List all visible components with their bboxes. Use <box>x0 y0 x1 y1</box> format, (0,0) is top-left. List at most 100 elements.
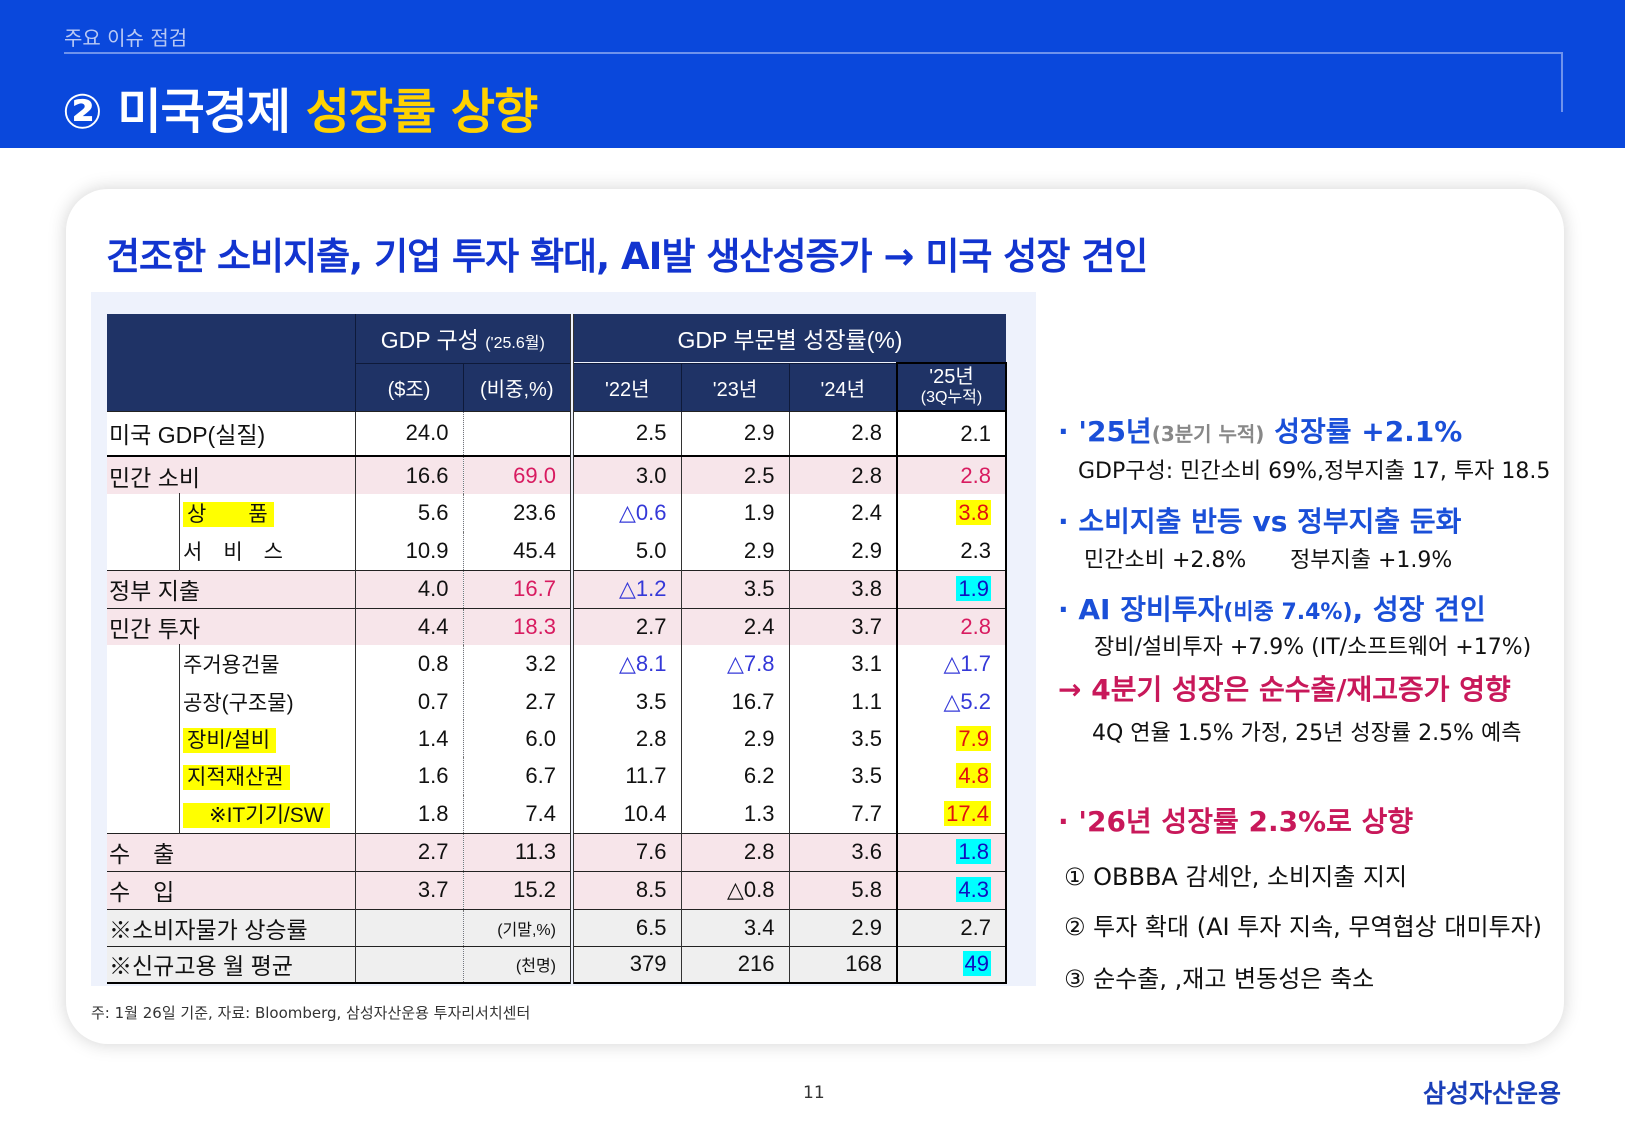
table-cell: 3.5 <box>680 569 789 608</box>
page-title: ② 미국경제 성장률 상향 <box>62 72 539 142</box>
table-cell: 3.4 <box>680 908 789 946</box>
table-cell: (천명) <box>462 945 572 984</box>
table-row: 장비/설비 1.4 6.0 2.8 2.9 3.5 7.9 <box>107 719 1007 758</box>
table-cell: 379 <box>570 945 681 984</box>
header-band: 주요 이슈 점검 ② 미국경제 성장률 상향 <box>0 0 1625 148</box>
header-divider-vertical <box>1561 52 1563 112</box>
table-cell <box>354 908 463 946</box>
table-cell: 2.1 <box>896 410 1007 457</box>
table-cell: 7.7 <box>788 795 897 833</box>
header-divider <box>64 52 1563 54</box>
table-cell: 2.9 <box>680 532 789 570</box>
table-cell: 45.4 <box>462 532 572 570</box>
table-cell: 16.7 <box>462 569 572 608</box>
table-cell: 16.6 <box>354 455 463 494</box>
table-row: 서 비 스 10.9 45.4 5.0 2.9 2.9 2.3 <box>107 531 1007 571</box>
table-cell: 7.9 <box>896 720 1007 757</box>
row-label: 상 품 <box>107 493 355 533</box>
table-row: 민간 소비 16.6 69.0 3.0 2.5 2.8 2.8 <box>107 455 1007 494</box>
table-cell: 2.8 <box>896 455 1007 494</box>
table-cell: 2.8 <box>680 832 789 871</box>
header-gdp-composition: GDP 구성 ('25.6월) <box>354 314 572 363</box>
table-cell: 216 <box>680 945 789 984</box>
row-label: 수 출 <box>107 832 355 871</box>
title-main: ② 미국경제 <box>62 84 291 140</box>
table-cell: 7.4 <box>462 795 572 833</box>
table-cell: 2.3 <box>896 532 1007 570</box>
table-cell: △0.6 <box>570 494 681 532</box>
row-label: 장비/설비 <box>107 719 355 758</box>
footnote: 주: 1월 26일 기준, 자료: Bloomberg, 삼성자산운용 투자리서… <box>91 1004 531 1022</box>
gdp-table: GDP 구성 ('25.6월) GDP 부문별 성장률(%) ($조) (비중,… <box>107 314 1007 984</box>
table-cell: 2.7 <box>462 683 572 720</box>
table-cell: 3.7 <box>354 870 463 909</box>
title-accent: 성장률 상향 <box>305 84 539 140</box>
col-header: '23년 <box>680 362 789 411</box>
table-cell: 2.9 <box>788 908 897 946</box>
table-cell: 23.6 <box>462 494 572 532</box>
table-cell: 1.8 <box>354 795 463 833</box>
table-row: 민간 투자 4.4 18.3 2.7 2.4 3.7 2.8 <box>107 607 1007 645</box>
table-cell: 6.2 <box>680 757 789 795</box>
table-cell: 10.9 <box>354 532 463 570</box>
header-blank <box>107 314 355 411</box>
table-row: 지적재산권 1.6 6.7 11.7 6.2 3.5 4.8 <box>107 756 1007 796</box>
table-cell: 2.9 <box>788 532 897 570</box>
table-cell: 8.5 <box>570 870 681 909</box>
table-cell: 2.9 <box>680 410 789 457</box>
government-note: 정부지출 +1.9% <box>1290 548 1453 573</box>
row-label: 주거용건물 <box>107 644 355 684</box>
row-label: 서 비 스 <box>107 531 355 571</box>
row-label: 수 입 <box>107 870 355 909</box>
table-cell: △0.8 <box>680 870 789 909</box>
table-cell: 3.6 <box>788 832 897 871</box>
table-cell: 3.2 <box>462 645 572 683</box>
table-row: 공장(구조물) 0.7 2.7 3.5 16.7 1.1 △5.2 <box>107 682 1007 721</box>
table-cell: (기말,%) <box>462 908 572 946</box>
table-cell: 3.5 <box>788 720 897 757</box>
table-cell: 6.5 <box>570 908 681 946</box>
table-cell: 5.8 <box>788 870 897 909</box>
table-cell: 5.6 <box>354 494 463 532</box>
reason-item: ② 투자 확대 (AI 투자 지속, 무역협상 대미투자) <box>1064 913 1543 941</box>
col-header: ($조) <box>354 362 463 411</box>
table-cell: △8.1 <box>570 645 681 683</box>
bullet-2025-growth: · '25년(3분기 누적) 성장률 +2.1% <box>1058 415 1463 448</box>
table-cell: 2.7 <box>570 607 681 645</box>
table-cell: 2.9 <box>680 720 789 757</box>
table-cell: 1.8 <box>896 832 1007 871</box>
table-row: 주거용건물 0.8 3.2 △8.1 △7.8 3.1 △1.7 <box>107 644 1007 684</box>
consumption-note: 민간소비 +2.8% <box>1084 548 1247 573</box>
row-label: ※소비자물가 상승률 <box>107 908 355 946</box>
section-label: 주요 이슈 점검 <box>64 26 188 50</box>
bullet-consumption: · 소비지출 반등 vs 정부지출 둔화 <box>1058 505 1462 538</box>
table-cell: 15.2 <box>462 870 572 909</box>
table-cell: 3.5 <box>788 757 897 795</box>
table-cell: 2.7 <box>354 832 463 871</box>
table-cell: △5.2 <box>896 683 1007 720</box>
table-cell: 3.1 <box>788 645 897 683</box>
table-cell: 0.7 <box>354 683 463 720</box>
table-cell: 2.7 <box>896 908 1007 946</box>
table-cell: 4.4 <box>354 607 463 645</box>
table-cell: 5.0 <box>570 532 681 570</box>
table-row: ※신규고용 월 평균 (천명) 379 216 168 49 <box>107 945 1007 984</box>
table-cell: 2.8 <box>570 720 681 757</box>
bullet-q4-growth: → 4분기 성장은 순수출/재고증가 영향 <box>1058 673 1511 706</box>
row-label: ※신규고용 월 평균 <box>107 945 355 984</box>
table-row: 미국 GDP(실질) 24.0 2.5 2.9 2.8 2.1 <box>107 410 1007 457</box>
table-cell: 69.0 <box>462 455 572 494</box>
table-row: 수 입 3.7 15.2 8.5 △0.8 5.8 4.3 <box>107 870 1007 909</box>
reason-item: ① OBBBA 감세안, 소비지출 지지 <box>1064 863 1408 891</box>
bullet-2026-growth: · '26년 성장률 2.3%로 상향 <box>1058 805 1414 838</box>
table-cell: 6.0 <box>462 720 572 757</box>
table-cell: 1.4 <box>354 720 463 757</box>
table-cell: 11.3 <box>462 832 572 871</box>
table-cell: 1.1 <box>788 683 897 720</box>
table-row: 수 출 2.7 11.3 7.6 2.8 3.6 1.8 <box>107 832 1007 871</box>
table-cell: 49 <box>896 945 1007 984</box>
q4-note: 4Q 연율 1.5% 가정, 25년 성장률 2.5% 예측 <box>1092 721 1522 746</box>
table-cell: 1.6 <box>354 757 463 795</box>
gdp-composition-note: GDP구성: 민간소비 69%,정부지출 17, 투자 18.5 <box>1078 459 1551 484</box>
table-cell: 3.8 <box>788 569 897 608</box>
